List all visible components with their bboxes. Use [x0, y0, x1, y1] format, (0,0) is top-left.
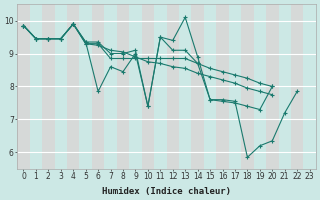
Bar [166, 4, 179, 169]
Bar [191, 4, 204, 169]
Bar [241, 4, 254, 169]
Bar [92, 4, 104, 169]
Bar [142, 4, 154, 169]
Bar [117, 4, 129, 169]
Bar [42, 4, 55, 169]
X-axis label: Humidex (Indice chaleur): Humidex (Indice chaleur) [102, 187, 231, 196]
Bar [216, 4, 229, 169]
Bar [266, 4, 278, 169]
Bar [291, 4, 303, 169]
Bar [17, 4, 30, 169]
Bar [67, 4, 79, 169]
